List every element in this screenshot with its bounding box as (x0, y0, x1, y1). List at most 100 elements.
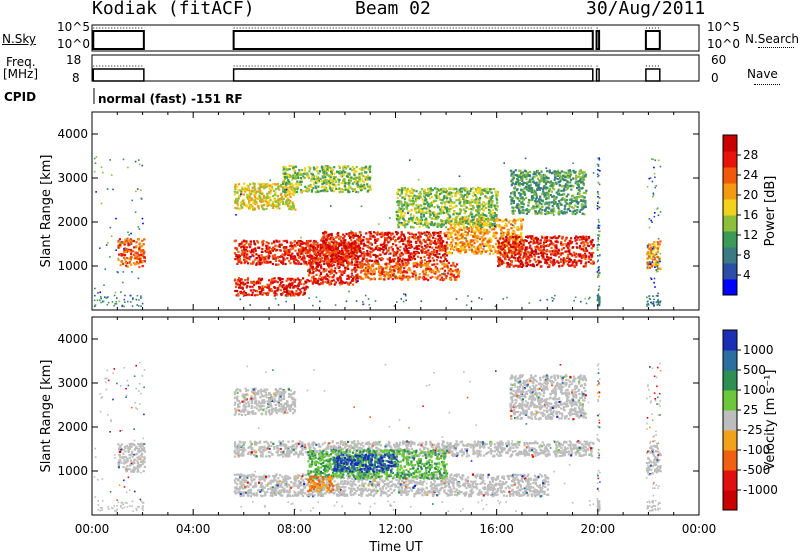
echo-cell (404, 259, 407, 262)
echo-cell (436, 262, 439, 266)
echo-cell (324, 166, 328, 169)
echo-cell (499, 253, 502, 256)
echo-cell (365, 237, 368, 240)
echo-cell (562, 262, 565, 265)
echo-cell (571, 261, 574, 265)
echo-cell (470, 230, 473, 233)
echo-cell (500, 248, 503, 251)
echo-cell (347, 277, 350, 280)
echo-cell (434, 215, 437, 218)
echo-cell (470, 219, 473, 222)
echo-cell (347, 257, 350, 260)
echo-cell (508, 249, 511, 252)
echo-cell (588, 237, 591, 240)
echo-cell (443, 253, 447, 256)
echo-cell (395, 262, 398, 265)
echo-cell (278, 203, 281, 206)
echo-cell (479, 220, 482, 223)
echo-cell (357, 257, 360, 260)
echo-cell (350, 255, 353, 258)
echo-cell (336, 253, 339, 256)
echo-cell (265, 241, 268, 244)
echo-cell (456, 248, 459, 251)
echo-cell (399, 267, 402, 270)
echo-cell (514, 243, 517, 247)
echo-cell (270, 185, 273, 189)
echo-cell (312, 187, 315, 190)
echo-cell (535, 252, 538, 255)
echo-cell (322, 268, 326, 271)
nave-tick-top: 60 (711, 53, 727, 67)
echo-cell (417, 276, 420, 279)
echo-cell (398, 240, 401, 244)
date-title: 30/Aug/2011 (586, 0, 706, 19)
echo-cell (241, 287, 244, 290)
echo-cell (399, 269, 402, 273)
echo-cell (592, 251, 595, 255)
echo-cell (422, 264, 425, 267)
echo-cell (410, 209, 413, 212)
echo-cell (347, 252, 350, 255)
echo-cell (353, 247, 356, 250)
echo-cell (574, 252, 577, 255)
echo-cell (484, 237, 487, 240)
echo-cell (289, 262, 292, 265)
echo-cell (521, 247, 524, 251)
echo-cell (315, 281, 318, 284)
echo-cell (506, 252, 509, 255)
echo-cell (426, 253, 429, 256)
echo-cell (457, 230, 461, 233)
echo-cell (143, 259, 146, 263)
echo-cell (503, 252, 506, 255)
echo-cell (326, 274, 330, 277)
echo-cell (514, 241, 517, 244)
echo-cell (552, 260, 555, 263)
echo-cell (432, 253, 435, 256)
echo-cell (347, 182, 350, 185)
echo-cell (249, 183, 252, 186)
echo-cell (320, 244, 323, 247)
echo-cell (240, 253, 244, 256)
echo-cell (340, 172, 343, 175)
echo-cell (384, 267, 387, 270)
echo-cell (353, 181, 356, 184)
echo-cell (335, 236, 339, 239)
echo-cell (530, 255, 533, 258)
echo-cell (288, 190, 291, 193)
echo-cell (402, 218, 405, 221)
echo-cell (240, 200, 243, 203)
echo-cell (483, 228, 486, 231)
echo-cell (265, 185, 268, 188)
echo-cell (257, 205, 260, 208)
echo-cell (476, 237, 479, 240)
echo-cell (265, 286, 269, 289)
echo-cell (420, 265, 423, 269)
echo-cell (345, 166, 349, 169)
echo-cell (546, 249, 549, 252)
echo-cell (398, 221, 401, 224)
echo-cell (520, 240, 523, 243)
echo-cell (327, 181, 330, 184)
echo-cell (302, 247, 305, 250)
echo-cell (498, 243, 501, 246)
echo-cell (531, 264, 534, 267)
echo-cell (289, 245, 292, 248)
echo-cell (301, 293, 305, 296)
echo-cell (422, 200, 425, 204)
echo-cell (550, 246, 553, 249)
echo-cell (380, 247, 383, 251)
echo-cell (257, 279, 260, 282)
echo-cell (355, 190, 358, 193)
echo-cell (234, 258, 237, 261)
echo-cell (509, 252, 512, 255)
echo-cell (286, 292, 289, 295)
echo-cell (339, 277, 342, 280)
echo-cell (265, 255, 268, 258)
echo-cell (270, 248, 273, 251)
echo-cell (587, 235, 590, 239)
echo-cell (445, 275, 448, 278)
echo-cell (392, 252, 396, 255)
echo-cell (370, 250, 373, 253)
echo-cell (432, 270, 436, 274)
echo-cell (333, 269, 336, 273)
